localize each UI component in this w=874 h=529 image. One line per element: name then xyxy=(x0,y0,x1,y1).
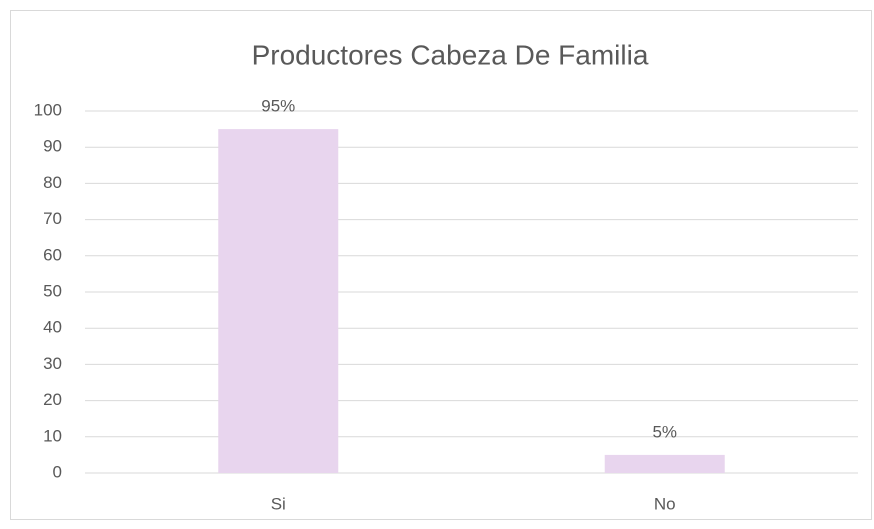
y-tick-label: 30 xyxy=(43,354,62,373)
y-tick-label: 70 xyxy=(43,209,62,228)
y-tick-label: 0 xyxy=(53,462,62,481)
y-tick-label: 20 xyxy=(43,390,62,409)
y-tick-label: 100 xyxy=(34,100,62,119)
y-tick-label: 50 xyxy=(43,281,62,300)
bar xyxy=(604,454,725,473)
chart-border xyxy=(10,10,872,520)
y-tick-label: 10 xyxy=(43,426,62,445)
y-tick-label: 60 xyxy=(43,245,62,264)
x-tick-label: No xyxy=(654,494,676,513)
y-tick-label: 40 xyxy=(43,318,62,337)
x-tick-label: Si xyxy=(271,494,286,513)
y-tick-label: 80 xyxy=(43,173,62,192)
data-label: 95% xyxy=(261,97,295,116)
chart-title: Productores Cabeza De Familia xyxy=(252,39,649,70)
y-tick-label: 90 xyxy=(43,137,62,156)
data-label: 5% xyxy=(652,422,677,441)
bar xyxy=(218,129,339,473)
